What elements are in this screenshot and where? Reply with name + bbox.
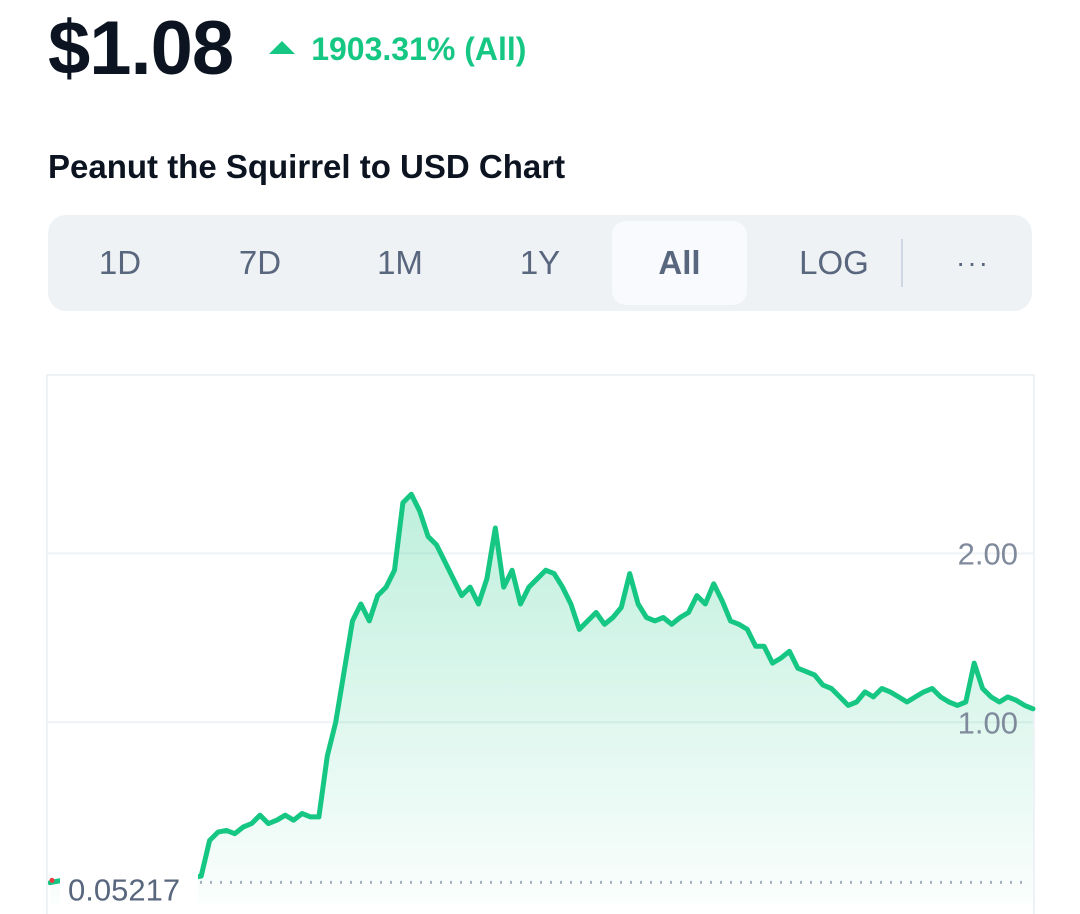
triangle-up-icon <box>269 40 296 54</box>
y-tick-label: 2.00 <box>958 536 1018 571</box>
y-tick-label: 1.00 <box>958 705 1018 740</box>
price-line <box>48 491 1036 886</box>
price-header: $1.08 1903.31% (All) <box>48 4 526 94</box>
price-area-fill <box>50 494 1033 903</box>
current-price: $1.08 <box>48 6 234 91</box>
price-change-value: 1903.31% (All) <box>311 30 527 67</box>
min-label-background <box>60 868 198 903</box>
range-button-all[interactable]: All <box>612 221 747 305</box>
price-chart-svg: 2.00 1.00 0.05217 <box>48 491 1036 903</box>
range-button-7d[interactable]: 7D <box>238 244 282 281</box>
price-change: 1903.31% (All) <box>269 31 526 68</box>
min-price-marker <box>49 877 55 883</box>
chart-title: Peanut the Squirrel to USD Chart <box>48 148 566 185</box>
price-chart[interactable]: 2.00 1.00 0.05217 <box>46 374 1036 914</box>
range-button-1y[interactable]: 1Y <box>519 244 561 281</box>
min-price-label: 0.05217 <box>68 872 180 903</box>
range-button-1d[interactable]: 1D <box>98 244 142 281</box>
time-range-selector: 1D 7D 1M 1Y All LOG ··· <box>48 215 1032 311</box>
range-button-1m[interactable]: 1M <box>377 244 423 281</box>
log-scale-toggle[interactable]: LOG <box>799 244 869 281</box>
more-options-icon[interactable]: ··· <box>956 247 990 278</box>
range-divider <box>901 239 903 287</box>
